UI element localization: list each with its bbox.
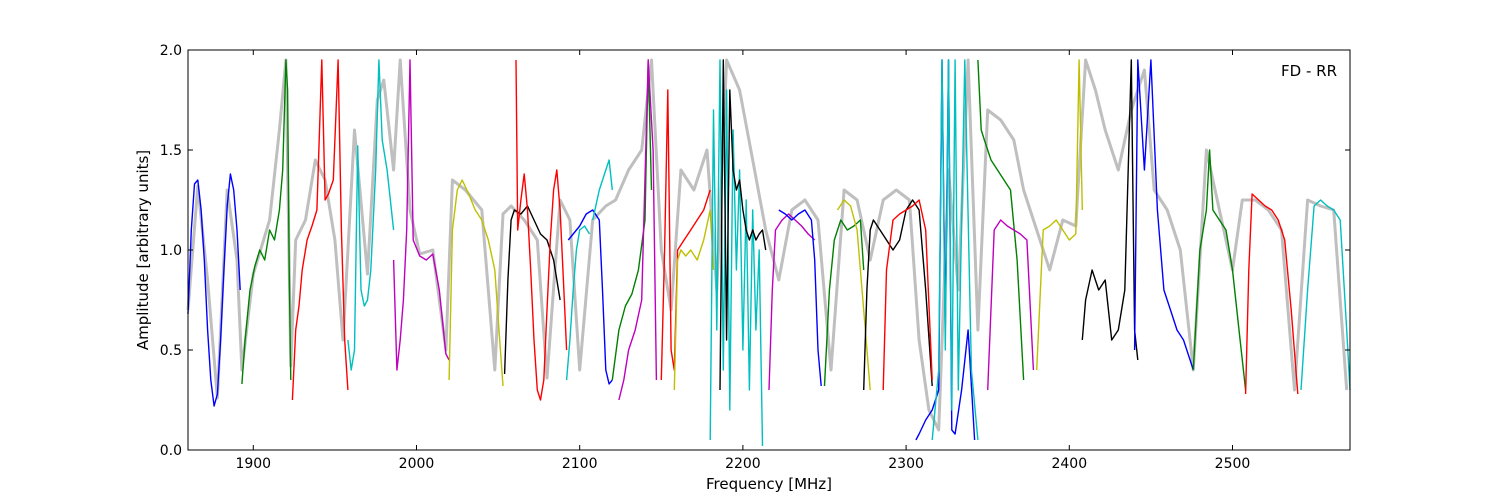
series-line-20 [823, 219, 865, 387]
axis-layer: 1900 2000 2100 2200 2300 2400 2500 0.0 0.5 1.0 1.5… [160, 43, 1350, 472]
x-tick-label: 2000 [399, 456, 435, 472]
series-line-3 [291, 59, 349, 401]
y-tick-label: 1.5 [160, 143, 182, 159]
x-tick-label: 2200 [725, 456, 761, 472]
series-line-17 [719, 59, 767, 391]
series-line-13 [618, 59, 658, 401]
series-line-18 [768, 213, 816, 391]
series-line-6 [448, 179, 504, 387]
series-line-27 [987, 219, 1035, 391]
series-line-11 [592, 159, 613, 221]
series-line-9 [565, 225, 591, 381]
series-line-26 [977, 59, 1025, 381]
series-line-8 [515, 59, 568, 401]
background-series-line [186, 58, 1349, 432]
series-line-33 [1300, 199, 1351, 391]
x-tick-label: 2500 [1215, 456, 1251, 472]
series-line-30 [1133, 59, 1194, 371]
series-line-32 [1244, 193, 1299, 395]
y-axis-label: Amplitude [arbitrary units] [134, 150, 152, 350]
series-line-2 [241, 59, 292, 385]
chart-annotation: FD - RR [1281, 62, 1337, 80]
series-line-28 [1036, 59, 1083, 371]
series-line-1 [187, 173, 241, 407]
series-line-4 [347, 59, 395, 371]
series-line-15 [673, 209, 715, 391]
x-tick-label: 2100 [562, 456, 598, 472]
series-line-22 [863, 199, 933, 391]
series-line-14 [660, 89, 711, 381]
series-line-31 [1192, 149, 1247, 391]
y-tick-label: 2.0 [160, 43, 182, 59]
x-tick-label: 1900 [235, 456, 271, 472]
series-line-5 [392, 59, 450, 371]
y-tick-label: 0.0 [160, 443, 182, 459]
y-tick-label: 1.0 [160, 243, 182, 259]
series-line-23 [882, 199, 933, 391]
series-line-10 [567, 209, 613, 385]
series-line-21 [836, 199, 871, 391]
x-axis-label: Frequency [MHz] [706, 475, 832, 493]
series-line-29 [1081, 59, 1139, 361]
series-line-19 [778, 209, 822, 387]
series-line-16 [709, 59, 764, 447]
series-line-25 [931, 59, 979, 441]
x-tick-label: 2400 [1051, 456, 1087, 472]
y-tick-label: 0.5 [160, 343, 182, 359]
x-tick-label: 2300 [888, 456, 924, 472]
series-layer [186, 58, 1351, 447]
